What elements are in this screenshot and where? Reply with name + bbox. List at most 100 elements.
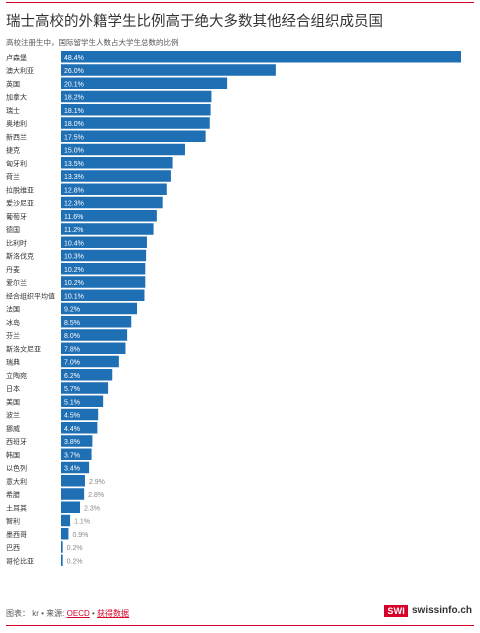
bar[interactable] — [61, 395, 104, 408]
value-label: 6.2% — [64, 373, 80, 380]
category-label: 德国 — [6, 225, 20, 234]
category-label: 日本 — [6, 384, 20, 393]
value-label: 8.5% — [64, 320, 80, 327]
category-label: 立陶宛 — [6, 371, 27, 380]
value-label: 7.0% — [64, 360, 80, 367]
bar[interactable] — [61, 90, 212, 103]
bar[interactable] — [61, 289, 145, 302]
bar[interactable] — [61, 355, 119, 368]
value-label: 3.4% — [64, 466, 80, 473]
category-label: 斯洛伐克 — [6, 252, 34, 261]
bar[interactable] — [61, 170, 171, 182]
bar[interactable] — [61, 64, 276, 76]
brand-logo[interactable]: SWI swissinfo.ch — [384, 603, 472, 618]
bar[interactable] — [61, 369, 113, 381]
bar[interactable] — [61, 117, 210, 129]
category-label: 比利时 — [6, 238, 27, 247]
bar[interactable] — [61, 514, 71, 527]
category-label: 澳大利亚 — [6, 66, 34, 75]
category-label: 法国 — [6, 305, 20, 314]
bar[interactable] — [61, 528, 69, 540]
value-label: 12.8% — [64, 187, 84, 194]
bar[interactable] — [61, 422, 98, 434]
bar[interactable] — [61, 223, 154, 235]
bar[interactable] — [61, 77, 228, 90]
bar[interactable] — [61, 236, 147, 249]
value-label: 10.1% — [64, 293, 84, 300]
source-label: 来源: — [46, 609, 65, 618]
top-rule — [6, 2, 474, 3]
category-label: 新西兰 — [6, 132, 27, 141]
category-label: 捷克 — [6, 146, 20, 155]
value-label: 11.2% — [64, 227, 83, 234]
value-label: 2.9% — [89, 479, 105, 486]
category-label: 瑞士 — [6, 106, 20, 115]
bar[interactable] — [61, 249, 147, 262]
value-label: 5.7% — [64, 386, 80, 393]
value-label: 15.0% — [64, 148, 84, 155]
value-label: 2.3% — [84, 505, 100, 512]
value-label: 17.5% — [64, 134, 84, 141]
category-label: 爱沙尼亚 — [6, 200, 34, 208]
category-label: 韩国 — [6, 450, 20, 459]
bar[interactable] — [61, 329, 128, 341]
bar[interactable] — [61, 475, 85, 487]
category-label: 冰岛 — [6, 318, 20, 327]
category-label: 葡萄牙 — [6, 212, 27, 221]
get-data-link[interactable]: 获得数据 — [97, 609, 130, 618]
value-label: 12.3% — [64, 201, 84, 208]
bar[interactable] — [61, 316, 132, 328]
bar[interactable] — [61, 382, 109, 394]
bar[interactable] — [61, 130, 206, 143]
bar[interactable] — [61, 435, 93, 447]
bar[interactable] — [61, 51, 461, 63]
bar[interactable] — [61, 554, 63, 567]
category-label: 哥伦比亚 — [6, 556, 34, 565]
bottom-rule — [6, 625, 474, 626]
value-label: 20.1% — [64, 81, 84, 88]
bar[interactable] — [61, 541, 63, 553]
bar[interactable] — [61, 183, 167, 196]
category-label: 英国 — [6, 79, 20, 88]
category-label: 加拿大 — [6, 93, 27, 102]
category-label: 卢森堡 — [6, 53, 27, 62]
bar[interactable] — [61, 157, 173, 169]
source-link[interactable]: OECD — [66, 609, 90, 618]
bar[interactable] — [61, 263, 146, 275]
value-label: 2.8% — [88, 492, 104, 499]
category-label: 巴西 — [6, 544, 20, 552]
value-label: 10.2% — [64, 280, 84, 287]
bar[interactable] — [61, 210, 157, 222]
value-label: 0.2% — [67, 558, 83, 565]
bar[interactable] — [61, 302, 138, 315]
value-label: 18.1% — [64, 108, 84, 115]
category-label: 土耳其 — [6, 503, 27, 512]
category-label: 墨西哥 — [6, 531, 27, 539]
value-label: 0.2% — [67, 545, 83, 552]
value-label: 9.2% — [64, 307, 80, 314]
bar[interactable] — [61, 276, 146, 288]
value-label: 13.5% — [64, 161, 84, 168]
value-label: 11.6% — [64, 214, 83, 221]
category-label: 奥地利 — [6, 119, 27, 128]
bar[interactable] — [61, 488, 85, 500]
bar[interactable] — [61, 196, 163, 209]
value-label: 26.0% — [64, 68, 84, 75]
bar[interactable] — [61, 342, 126, 355]
chart-author: kr — [32, 609, 39, 618]
bar[interactable] — [61, 448, 92, 461]
category-label: 斯洛文尼亚 — [6, 344, 41, 353]
category-label: 希腊 — [6, 490, 20, 499]
value-label: 7.8% — [64, 346, 80, 353]
category-label: 爱尔兰 — [6, 278, 27, 287]
category-label: 波兰 — [6, 411, 20, 420]
category-label: 西班牙 — [6, 437, 27, 446]
bar[interactable] — [61, 408, 99, 421]
bar[interactable] — [61, 501, 81, 514]
value-label: 3.8% — [64, 439, 80, 446]
value-label: 5.1% — [64, 399, 80, 406]
bar[interactable] — [61, 143, 185, 156]
bar[interactable] — [61, 104, 211, 116]
value-label: 10.2% — [64, 267, 84, 274]
bar[interactable] — [61, 461, 90, 474]
